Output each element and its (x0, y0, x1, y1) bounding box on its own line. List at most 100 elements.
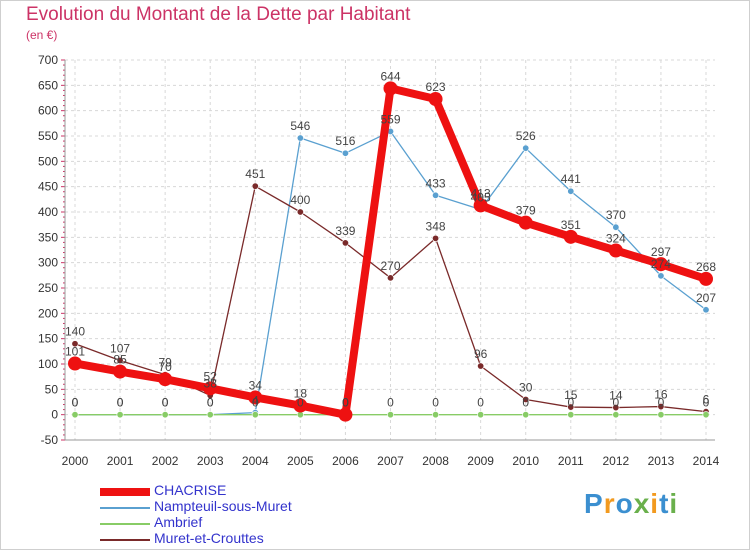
data-label: 0 (432, 396, 439, 410)
data-point (206, 411, 214, 419)
x-tick-label: 2009 (467, 454, 494, 468)
x-tick-label: 2005 (287, 454, 314, 468)
x-tick-label: 2003 (197, 454, 224, 468)
x-tick-label: 2000 (62, 454, 89, 468)
data-label: 0 (72, 396, 79, 410)
data-point (71, 340, 79, 348)
data-label: 433 (426, 176, 446, 190)
data-label: 379 (516, 204, 536, 218)
data-label: 0 (297, 396, 304, 410)
data-label: 0 (522, 396, 529, 410)
y-tick-label: 50 (45, 382, 59, 396)
data-point (341, 239, 349, 247)
data-label: 644 (380, 69, 400, 83)
y-tick-label: 0 (51, 408, 58, 422)
data-point (432, 191, 440, 199)
data-point (203, 381, 218, 396)
legend-label: Muret-et-Crouttes (154, 530, 264, 546)
data-label: 0 (477, 396, 484, 410)
data-label: 0 (72, 396, 79, 410)
data-point (473, 198, 488, 213)
x-tick-label: 2010 (512, 454, 539, 468)
data-label: 0 (342, 396, 349, 410)
data-point (702, 411, 710, 419)
y-tick-label: 400 (38, 205, 58, 219)
data-label: 0 (658, 396, 665, 410)
data-point (608, 243, 623, 258)
data-label: 4 (252, 394, 259, 408)
data-label: 526 (516, 129, 536, 143)
data-label: 85 (113, 353, 127, 367)
legend-label: Ambrief (154, 514, 203, 530)
data-label: 0 (252, 396, 259, 410)
data-point (653, 257, 668, 272)
legend-swatch (100, 523, 150, 525)
data-label: 0 (567, 396, 574, 410)
data-point (612, 223, 620, 231)
data-label: 370 (606, 208, 626, 222)
legend-label: Nampteuil-sous-Muret (154, 498, 292, 514)
data-label: 0 (162, 396, 169, 410)
data-label: 0 (117, 396, 124, 410)
data-point (657, 403, 665, 411)
data-point (71, 411, 79, 419)
data-label: 339 (335, 224, 355, 238)
legend-item: Muret-et-Crouttes (100, 530, 360, 548)
data-label: 0 (162, 396, 169, 410)
data-label: 324 (606, 232, 626, 246)
legend-label: CHACRISE (154, 482, 227, 498)
data-point (522, 144, 530, 152)
data-point (341, 149, 349, 157)
data-label: 101 (65, 344, 85, 358)
chart-subtitle: (en €) (26, 28, 58, 42)
data-label: 348 (426, 219, 446, 233)
data-label: 0 (207, 396, 214, 410)
y-tick-label: 500 (38, 154, 58, 168)
data-point (386, 411, 394, 419)
y-tick-label: 550 (38, 129, 58, 143)
data-point (428, 92, 443, 107)
data-point (612, 411, 620, 419)
legend-swatch (100, 507, 150, 509)
data-label: 405 (471, 190, 491, 204)
data-point (251, 182, 259, 190)
data-label: 0 (703, 396, 710, 410)
y-tick-label: 600 (38, 104, 58, 118)
y-tick-label: 300 (38, 256, 58, 270)
data-point (113, 364, 128, 379)
data-label: 546 (290, 119, 310, 133)
data-label: 38 (204, 376, 218, 390)
data-point (116, 411, 124, 419)
data-point (296, 134, 304, 142)
data-label: 559 (380, 112, 400, 126)
x-tick-label: 2007 (377, 454, 404, 468)
data-label: 516 (335, 134, 355, 148)
legend-item: CHACRISE (100, 482, 360, 500)
data-point (612, 404, 620, 412)
x-tick-label: 2001 (107, 454, 134, 468)
legend-item: Nampteuil-sous-Muret (100, 498, 360, 516)
data-label: 270 (380, 259, 400, 273)
data-label: 0 (387, 396, 394, 410)
data-point (251, 411, 259, 419)
y-tick-label: 100 (38, 357, 58, 371)
data-point (522, 411, 530, 419)
data-label: 451 (245, 167, 265, 181)
legend-item: Ambrief (100, 514, 360, 532)
data-point (293, 398, 308, 413)
y-tick-label: 250 (38, 281, 58, 295)
data-point (116, 356, 124, 364)
data-label: 6 (703, 393, 710, 407)
data-point (518, 215, 533, 230)
data-point (567, 411, 575, 419)
data-label: 107 (110, 341, 130, 355)
x-tick-label: 2013 (648, 454, 675, 468)
data-label: 52 (204, 369, 218, 383)
x-tick-label: 2002 (152, 454, 179, 468)
data-point (657, 411, 665, 419)
x-tick-label: 2012 (603, 454, 630, 468)
data-label: 0 (342, 396, 349, 410)
proxiti-logo: Proxiti (584, 488, 679, 519)
data-label: 0 (207, 396, 214, 410)
series-ambrief (71, 411, 710, 419)
